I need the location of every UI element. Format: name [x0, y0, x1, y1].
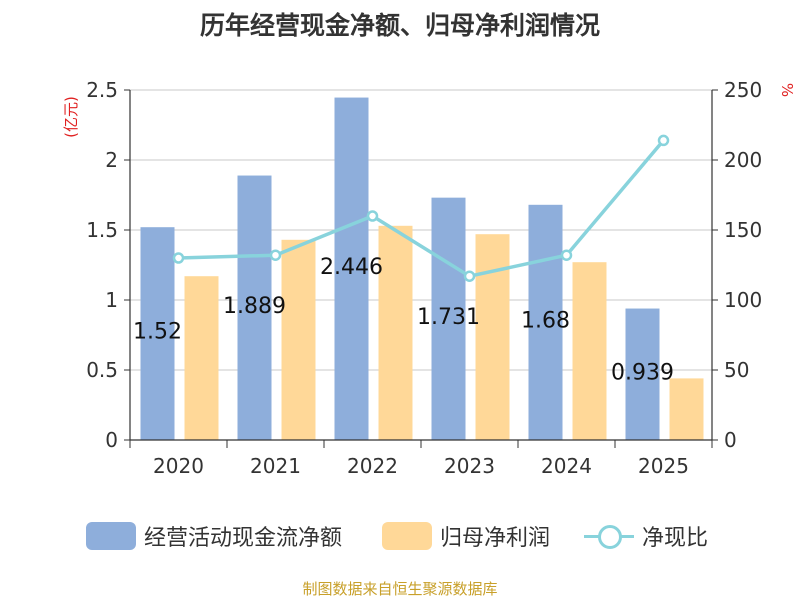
bar-operating-cash-flow [625, 308, 660, 440]
y-left-tick-label: 2.5 [86, 78, 118, 102]
bar-net-profit [669, 378, 704, 440]
line-point-cash-ratio [560, 249, 573, 261]
y-right-tick-label: 200 [724, 148, 762, 172]
legend-label: 经营活动现金流净额 [144, 526, 343, 551]
y-right-tick-label: 0 [724, 428, 737, 452]
bar-operating-cash-flow [237, 175, 272, 441]
line-point-cash-ratio [172, 252, 185, 264]
legend-swatch-yellow [382, 522, 432, 550]
line-cash-ratio [178, 139, 665, 278]
legend-label: 归母净利润 [440, 526, 551, 551]
line-point-cash-ratio [366, 210, 379, 222]
y-left-tick-label: 2 [105, 148, 118, 172]
x-tick-label: 2025 [638, 454, 689, 478]
data-label-operating-cash-flow: 1.889 [223, 294, 286, 319]
line-point-cash-ratio [463, 270, 476, 282]
legend-item-net-profit[interactable]: 归母净利润 [382, 516, 550, 556]
x-tick-label: 2020 [153, 454, 204, 478]
bar-net-profit [184, 276, 219, 440]
legend: 经营活动现金流净额 归母净利润 净现比 [0, 516, 800, 556]
y-left-axis-label: (亿元) [62, 96, 80, 138]
x-tick-label: 2022 [347, 454, 398, 478]
y-right-axis-label: % [778, 83, 796, 97]
legend-line-marker-icon [584, 522, 634, 550]
data-label-operating-cash-flow: 0.939 [611, 360, 674, 385]
bar-net-profit [475, 234, 510, 440]
data-label-operating-cash-flow: 2.446 [320, 255, 383, 280]
legend-item-operating-cash-flow[interactable]: 经营活动现金流净额 [86, 516, 342, 556]
bar-operating-cash-flow [334, 97, 369, 440]
legend-item-cash-ratio[interactable]: 净现比 [584, 516, 708, 556]
bar-operating-cash-flow [528, 204, 563, 440]
bar-operating-cash-flow [431, 197, 466, 440]
x-tick-label: 2021 [250, 454, 301, 478]
y-right-tick-label: 150 [724, 218, 762, 242]
legend-swatch-blue [86, 522, 136, 550]
chart-title: 历年经营现金净额、归母净利润情况 [199, 11, 600, 40]
data-label-operating-cash-flow: 1.731 [417, 305, 480, 330]
y-right-tick-label: 250 [724, 78, 762, 102]
data-source-note: 制图数据来自恒生聚源数据库 [302, 580, 498, 598]
line-point-cash-ratio [657, 134, 670, 147]
bar-net-profit [378, 225, 413, 440]
data-label-operating-cash-flow: 1.68 [521, 308, 570, 333]
line-point-cash-ratio [269, 249, 282, 261]
bar-operating-cash-flow [140, 227, 175, 440]
y-left-tick-label: 0 [105, 428, 118, 452]
bar-net-profit [572, 262, 607, 440]
bar-net-profit [281, 239, 316, 440]
x-tick-label: 2023 [444, 454, 495, 478]
y-left-tick-label: 1 [105, 288, 118, 312]
y-left-tick-label: 0.5 [86, 358, 118, 382]
y-right-tick-label: 50 [724, 358, 749, 382]
data-label-operating-cash-flow: 1.52 [133, 320, 182, 345]
x-tick-label: 2024 [541, 454, 592, 478]
y-right-tick-label: 100 [724, 288, 762, 312]
legend-label: 净现比 [642, 526, 709, 551]
y-left-tick-label: 1.5 [86, 218, 118, 242]
